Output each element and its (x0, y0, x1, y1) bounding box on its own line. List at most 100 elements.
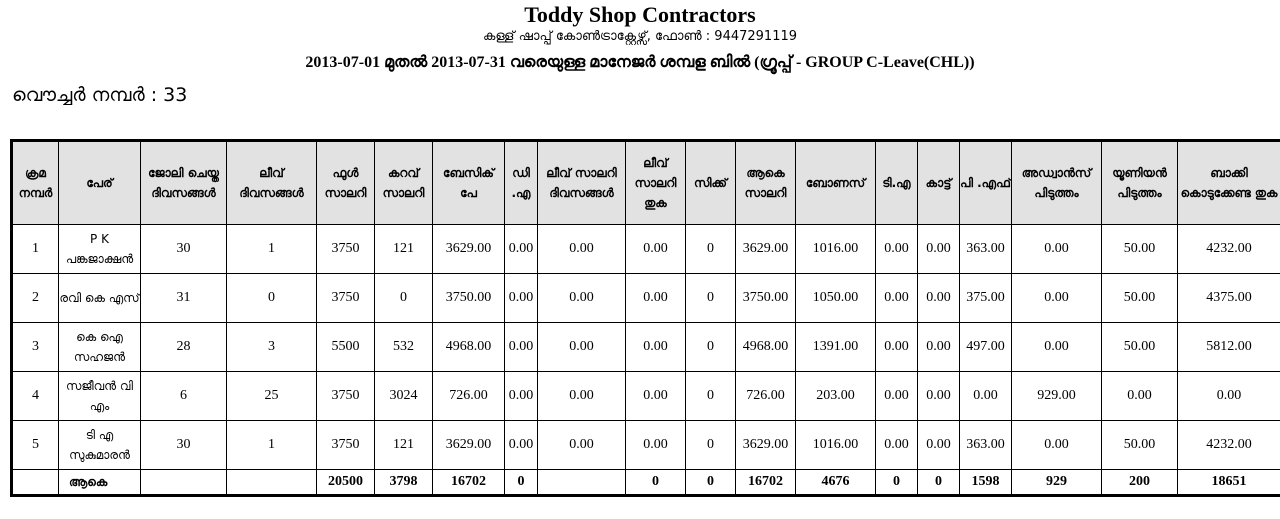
table-cell: 363.00 (959, 224, 1012, 274)
table-cell: 3750.00 (735, 273, 796, 323)
total-cell: 16702 (432, 469, 505, 495)
table-cell: 1391.00 (795, 322, 876, 372)
column-header: ലീവ് ദിവസങ്ങൾ (226, 141, 317, 225)
table-cell: 0.00 (625, 371, 686, 421)
table-cell: 0.00 (537, 322, 626, 372)
table-cell: 4 (12, 371, 59, 421)
table-cell: 929.00 (1011, 371, 1102, 421)
table-cell: 0.00 (537, 420, 626, 470)
table-cell: 2 (12, 273, 59, 323)
table-cell: 4968.00 (432, 322, 505, 372)
table-cell: 50.00 (1101, 273, 1178, 323)
table-cell: 0.00 (537, 273, 626, 323)
table-total: ആകെ 20500 3798 16702 0 0 0 16702 4676 0 0 1598 929 20… (12, 469, 1280, 495)
total-cell: 3798 (374, 469, 433, 495)
table-cell: 50.00 (1101, 322, 1178, 372)
table-cell: 5 (12, 420, 59, 470)
column-header: ബേസിക് പേ (432, 141, 505, 225)
table-row: 5 ടി എ സുകുമാരൻ 30 1 3750 121 3629.00 0.00 0.00 0… (12, 420, 1280, 470)
table-cell: 0.00 (625, 322, 686, 372)
table-cell: 0.00 (917, 371, 960, 421)
table-cell: 3629.00 (432, 224, 505, 274)
table-row: 2 രവി കെ എസ് 31 0 3750 0 3750.00 0.00 0.00 0.00 0 3… (12, 273, 1280, 323)
table-cell: 0.00 (1011, 273, 1102, 323)
table-cell: 0.00 (1011, 224, 1102, 274)
column-header: അഡ്വാൻസ് പിടുത്തം (1011, 141, 1102, 225)
table-cell: 30 (140, 224, 227, 274)
table-cell: 0.00 (1177, 371, 1280, 421)
table-cell: 4232.00 (1177, 224, 1280, 274)
table-cell: 0 (685, 224, 736, 274)
column-header: സിക്ക് (685, 141, 736, 225)
table-cell: 363.00 (959, 420, 1012, 470)
table-cell: 0.00 (875, 420, 918, 470)
table-cell: 0.00 (537, 224, 626, 274)
column-header: പേര് (58, 141, 141, 225)
total-cell: 0 (504, 469, 538, 495)
column-header: ടി.എ (875, 141, 918, 225)
table-cell: 0 (685, 322, 736, 372)
column-header: ആകെ സാലറി (735, 141, 796, 225)
total-cell: 0 (685, 469, 736, 495)
table-cell: 4232.00 (1177, 420, 1280, 470)
table-cell: 497.00 (959, 322, 1012, 372)
table-cell: 0.00 (917, 322, 960, 372)
table-cell: 0 (685, 371, 736, 421)
total-cell: 16702 (735, 469, 796, 495)
column-header: യൂണിയൻ പിടുത്തം (1101, 141, 1178, 225)
table-cell: 28 (140, 322, 227, 372)
table-cell: 30 (140, 420, 227, 470)
table-cell: 0 (685, 420, 736, 470)
column-header: ജോലി ചെയ്ത ദിവസങ്ങൾ (140, 141, 227, 225)
table-cell: 0 (374, 273, 433, 323)
table-cell: 121 (374, 420, 433, 470)
employee-name-cell: P K പങ്കജാക്ഷൻ (58, 224, 141, 274)
table-cell: 3629.00 (735, 224, 796, 274)
table-cell: 0.00 (917, 273, 960, 323)
total-cell (140, 469, 227, 495)
table-cell: 1050.00 (795, 273, 876, 323)
table-cell: 726.00 (432, 371, 505, 421)
employee-name-cell: ടി എ സുകുമാരൻ (58, 420, 141, 470)
document-title: Toddy Shop Contractors (524, 2, 756, 27)
table-cell: 3750 (316, 273, 375, 323)
table-cell: 0 (685, 273, 736, 323)
column-header: ലീവ് സാലറി ദിവസങ്ങൾ (537, 141, 626, 225)
table-cell: 0.00 (625, 224, 686, 274)
voucher-number: വൌച്ചർ നമ്പർ : 33 (12, 84, 188, 106)
table-cell: 203.00 (795, 371, 876, 421)
table-cell: 0.00 (1011, 420, 1102, 470)
employee-name-cell: രവി കെ എസ് (58, 273, 141, 323)
table-cell: 0.00 (875, 273, 918, 323)
total-cell: 1598 (959, 469, 1012, 495)
table-cell: 0.00 (504, 371, 538, 421)
total-cell (226, 469, 317, 495)
column-header: ക്രമ നമ്പർ (12, 141, 59, 225)
salary-table: ക്രമ നമ്പർ പേര് ജോലി ചെയ്ത ദിവസങ്ങൾ ലീവ് ദി… (10, 139, 1280, 497)
total-cell (537, 469, 626, 495)
table-cell: 3629.00 (735, 420, 796, 470)
table-cell: 0.00 (917, 224, 960, 274)
column-header: ലീവ് സാലറി തുക (625, 141, 686, 225)
total-cell: 0 (917, 469, 960, 495)
table-cell: 3750.00 (432, 273, 505, 323)
table-cell: 3 (226, 322, 317, 372)
table-cell: 3629.00 (432, 420, 505, 470)
table-cell: 0.00 (875, 322, 918, 372)
table-cell: 375.00 (959, 273, 1012, 323)
table-cell: 1 (226, 224, 317, 274)
table-cell: 0.00 (875, 371, 918, 421)
table-cell: 1 (12, 224, 59, 274)
table-cell: 0.00 (504, 273, 538, 323)
total-label: ആകെ (58, 469, 141, 495)
employee-name-cell: സജീവൻ വി എം (58, 371, 141, 421)
column-header: പി .എഫ് (959, 141, 1012, 225)
table-cell: 25 (226, 371, 317, 421)
table-cell: 0.00 (1011, 322, 1102, 372)
total-cell: 200 (1101, 469, 1178, 495)
table-header: ക്രമ നമ്പർ പേര് ജോലി ചെയ്ത ദിവസങ്ങൾ ലീവ് ദി… (12, 141, 1280, 225)
table-cell: 3750 (316, 224, 375, 274)
document-subtitle: കള്ള് ഷാപ്പ് കോൺട്രാക്റ്റേഴ്സ്, ഫോൺ : 94… (482, 29, 798, 44)
total-cell: 18651 (1177, 469, 1280, 495)
column-header: കാട്ട് (917, 141, 960, 225)
